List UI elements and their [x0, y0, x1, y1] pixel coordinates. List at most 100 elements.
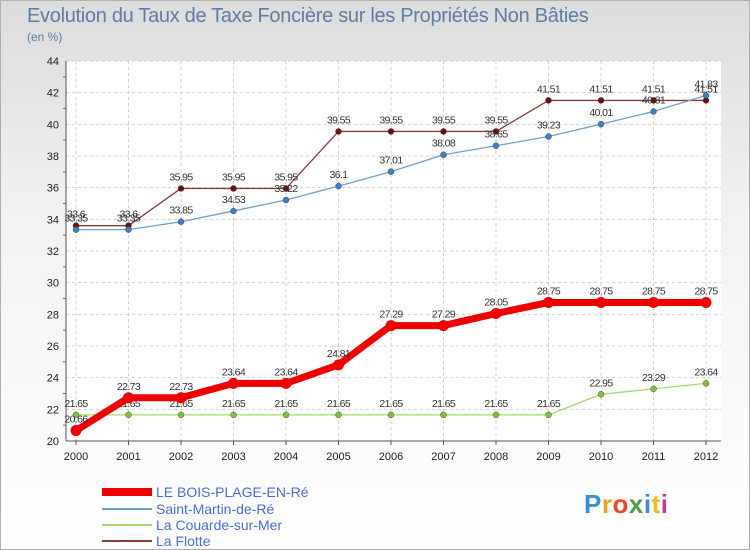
- data-point-le-bois-plage-en-re: [228, 377, 239, 389]
- data-label-le-bois-plage-en-re: 23.64: [222, 366, 246, 378]
- data-label-le-bois-plage-en-re: 23.64: [274, 366, 298, 378]
- data-point-le-bois-plage-en-re: [385, 320, 397, 332]
- data-label-la-flotte: 41.51: [589, 83, 613, 95]
- data-label-la-couarde-sur-mer: 21.65: [379, 398, 403, 410]
- data-label-le-bois-plage-en-re: 27.29: [432, 309, 456, 321]
- data-point-saint-martin-de-re: [230, 207, 237, 215]
- logo-letter: r: [601, 489, 613, 519]
- data-label-la-flotte: 39.55: [484, 114, 508, 126]
- y-tick-label: 22: [47, 404, 59, 416]
- data-point-saint-martin-de-re: [177, 218, 185, 225]
- data-label-le-bois-plage-en-re: 22.73: [169, 381, 193, 393]
- data-label-saint-martin-de-re: 33.85: [169, 205, 193, 217]
- y-tick-label: 32: [47, 246, 59, 258]
- data-point-la-flotte: [230, 185, 237, 192]
- x-tick-label: 2004: [274, 451, 298, 463]
- data-label-saint-martin-de-re: 35.22: [274, 183, 298, 195]
- data-point-la-couarde-sur-mer: [387, 411, 395, 419]
- data-label-saint-martin-de-re: 36.1: [329, 169, 348, 181]
- data-label-la-flotte: 41.51: [694, 83, 718, 95]
- data-point-la-couarde-sur-mer: [545, 411, 552, 419]
- data-label-la-flotte: 41.51: [642, 83, 666, 95]
- logo-letter: x: [628, 489, 644, 519]
- x-tick-label: 2003: [221, 451, 245, 463]
- data-label-le-bois-plage-en-re: 28.75: [537, 285, 561, 297]
- x-tick-label: 2011: [642, 451, 666, 463]
- data-label-saint-martin-de-re: 38.65: [484, 129, 508, 141]
- data-point-saint-martin-de-re: [125, 226, 132, 233]
- data-label-saint-martin-de-re: 33.35: [117, 213, 141, 225]
- y-tick-label: 30: [47, 278, 59, 290]
- data-label-saint-martin-de-re: 40.81: [642, 95, 666, 107]
- data-label-la-flotte: 35.95: [169, 171, 193, 183]
- data-point-la-couarde-sur-mer: [492, 411, 500, 419]
- data-point-le-bois-plage-en-re: [490, 308, 502, 320]
- x-tick-label: 2010: [589, 451, 613, 463]
- data-point-la-flotte: [492, 128, 500, 135]
- chart-title: Evolution du Taux de Taxe Foncière sur l…: [27, 5, 589, 27]
- data-point-la-couarde-sur-mer: [230, 411, 237, 419]
- data-label-le-bois-plage-en-re: 20.66: [64, 414, 88, 426]
- logo-letter: i: [660, 489, 669, 519]
- y-tick-label: 44: [47, 56, 59, 68]
- y-tick-label: 20: [47, 436, 59, 448]
- x-tick-label: 2005: [326, 451, 350, 463]
- data-label-saint-martin-de-re: 38.08: [432, 138, 456, 150]
- data-point-le-bois-plage-en-re: [543, 296, 554, 308]
- legend-label: Saint-Martin-de-Ré: [156, 501, 274, 517]
- data-point-la-couarde-sur-mer: [282, 411, 290, 419]
- x-tick-label: 2009: [536, 451, 560, 463]
- data-point-la-couarde-sur-mer: [597, 391, 605, 398]
- data-label-le-bois-plage-en-re: 28.75: [642, 285, 666, 297]
- data-point-le-bois-plage-en-re: [70, 425, 82, 437]
- data-point-la-flotte: [650, 97, 657, 104]
- data-label-saint-martin-de-re: 37.01: [379, 155, 403, 167]
- y-tick-label: 36: [47, 183, 59, 195]
- y-tick-label: 42: [47, 88, 59, 100]
- data-label-la-couarde-sur-mer: 23.64: [694, 366, 718, 378]
- data-label-la-flotte: 35.95: [274, 171, 298, 183]
- data-label-la-flotte: 33.6: [67, 209, 86, 221]
- x-tick-label: 2008: [484, 451, 508, 463]
- legend-label: La Couarde-sur-Mer: [156, 517, 282, 533]
- y-tick-label: 26: [47, 341, 59, 353]
- data-label-le-bois-plage-en-re: 28.75: [694, 285, 718, 297]
- data-label-la-flotte: 33.6: [119, 209, 138, 221]
- data-point-la-couarde-sur-mer: [702, 380, 710, 387]
- data-label-la-couarde-sur-mer: 21.65: [537, 398, 561, 410]
- data-point-saint-martin-de-re: [650, 108, 657, 115]
- data-point-saint-martin-de-re: [440, 151, 447, 158]
- data-point-la-flotte: [177, 185, 185, 192]
- data-point-la-couarde-sur-mer: [440, 411, 447, 419]
- data-label-la-couarde-sur-mer: 21.65: [484, 398, 508, 410]
- data-point-saint-martin-de-re: [597, 120, 605, 128]
- data-label-la-flotte: 39.55: [432, 114, 456, 126]
- data-label-le-bois-plage-en-re: 24.81: [327, 348, 351, 360]
- x-tick-label: 2012: [694, 451, 718, 463]
- data-label-la-couarde-sur-mer: 21.65: [64, 398, 88, 410]
- data-point-la-couarde-sur-mer: [335, 411, 342, 419]
- x-tick-label: 2001: [116, 451, 140, 463]
- chart-unit: (en %): [27, 30, 63, 44]
- y-tick-label: 34: [47, 214, 59, 226]
- data-label-le-bois-plage-en-re: 22.73: [117, 381, 141, 393]
- data-point-la-flotte: [335, 128, 342, 135]
- data-point-le-bois-plage-en-re: [648, 296, 659, 308]
- data-label-saint-martin-de-re: 41.83: [694, 78, 718, 90]
- x-tick-label: 2007: [431, 451, 455, 463]
- data-label-le-bois-plage-en-re: 28.05: [484, 297, 508, 309]
- data-label-la-couarde-sur-mer: 23.29: [642, 372, 666, 384]
- x-tick-label: 2006: [379, 451, 403, 463]
- proxiti-logo: Proxiti: [584, 489, 668, 520]
- data-point-saint-martin-de-re: [702, 92, 710, 99]
- data-point-saint-martin-de-re: [72, 226, 80, 233]
- data-label-saint-martin-de-re: 39.23: [537, 120, 561, 132]
- data-label-le-bois-plage-en-re: 28.75: [589, 285, 613, 297]
- data-point-la-flotte: [545, 97, 552, 104]
- data-label-la-couarde-sur-mer: 22.95: [589, 377, 613, 389]
- x-tick-label: 2002: [169, 451, 193, 463]
- logo-letter: o: [612, 489, 629, 519]
- data-point-saint-martin-de-re: [545, 133, 552, 140]
- logo-letter: P: [584, 489, 602, 519]
